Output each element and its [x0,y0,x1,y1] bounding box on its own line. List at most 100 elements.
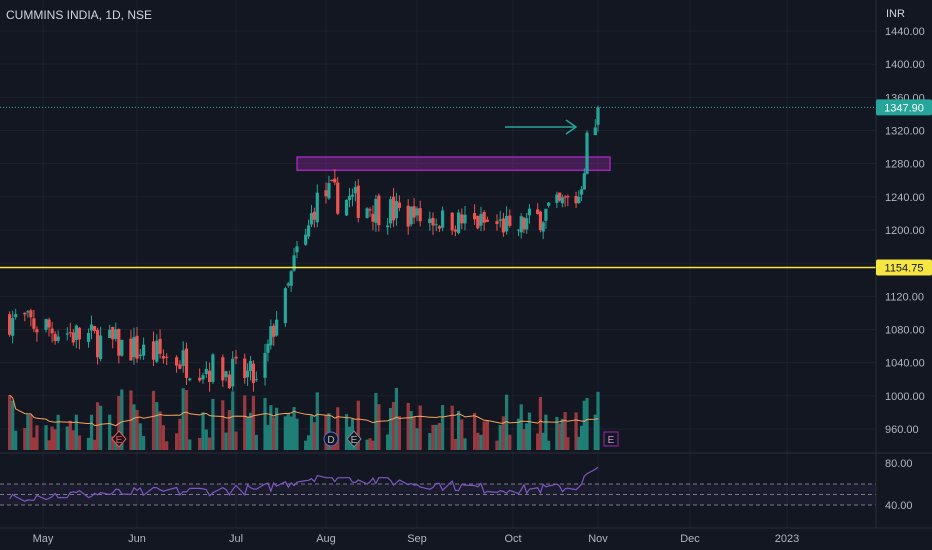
volume-bar [368,438,372,450]
candle-body [544,208,548,221]
volume-bar [151,390,156,450]
candle-body [476,215,480,229]
volume-bar [498,424,502,450]
candle-body [53,333,57,342]
candle-body [566,196,570,198]
candle-body [44,319,48,330]
candle-body [312,211,316,220]
zones [296,156,611,172]
volume-bar [585,397,589,450]
volume-bar [482,421,486,450]
volume-bar [120,389,124,450]
volume-bar [211,398,215,450]
volume-bar [248,412,253,450]
candle-body [344,199,349,216]
volume-bar [415,428,419,450]
candle-body [522,217,526,230]
x-tick-label: Dec [680,533,700,545]
volume-bar [89,414,94,450]
y-tick-label: 1400.00 [885,59,925,71]
candle-body [353,187,357,194]
volume-bars [8,387,600,450]
candle-body [269,326,273,346]
volume-bar [304,440,308,450]
candle-body [95,330,100,358]
currency-label: INR [886,8,905,20]
volume-bar [371,440,375,450]
candle-body [11,318,15,336]
rsi-tick-label: 80.00 [885,458,913,470]
volume-bar [275,407,279,450]
candle-body [415,208,419,216]
candle-body [336,182,340,214]
volume-bar [243,395,247,450]
candle-body [473,213,477,220]
earnings-marker [111,430,127,448]
candle-body [117,328,121,356]
candle-body [418,208,422,222]
volume-bar [11,400,15,450]
volume-bar [450,405,454,450]
candle-body [155,340,159,362]
candle-body [304,234,308,245]
volume-bar [434,424,438,450]
candle-body [92,326,97,331]
candle-body [120,339,124,356]
candle-body [111,326,115,340]
candle-body [386,225,390,228]
volume-bar [108,414,112,450]
candle-body [560,197,564,204]
volume-bar [527,412,532,450]
volume-bar [165,441,169,450]
candles [8,105,600,392]
volume-bar [538,397,543,450]
candle-body [50,328,54,334]
candle-body [266,343,270,353]
volume-bar [582,400,586,450]
volume-bar [327,413,331,450]
earnings-marker [603,431,619,447]
candle-body [47,319,51,328]
candle-body [309,213,314,225]
candle-body [227,374,231,389]
candle-body [201,375,205,380]
volume-bar [460,419,464,450]
candle-body [129,338,133,361]
candle-body [516,229,521,231]
volume-bar [286,413,290,450]
volume-bar [516,418,521,450]
volume-bar [269,405,273,450]
volume-bar [377,404,381,450]
volume-bar [234,431,238,450]
candle-body [208,370,212,383]
volume-bar [35,425,39,450]
candle-body [29,310,33,318]
candle-body [441,210,445,228]
volume-bar [344,414,349,450]
candle-body [434,224,438,226]
dividend-marker [323,431,339,447]
volume-bar [312,422,316,450]
volume-bar [463,438,467,450]
volume-bar [495,440,499,450]
candle-body [138,354,142,357]
candle-body [498,219,502,221]
candle-body [585,132,589,174]
candle-body [77,327,81,340]
candle-body [505,216,509,232]
volume-bar [356,400,360,450]
volume-ma-line [9,394,599,427]
candle-body [391,196,396,221]
y-tick-label: 1240.00 [885,192,925,204]
candle-body [324,190,328,197]
candle-body [132,337,136,358]
volume-bar [485,419,489,450]
volume-bar [111,436,115,450]
candle-body [295,246,299,253]
volume-bar [441,405,445,450]
volume-bar [292,407,296,450]
x-tick-label: Jul [229,533,243,545]
